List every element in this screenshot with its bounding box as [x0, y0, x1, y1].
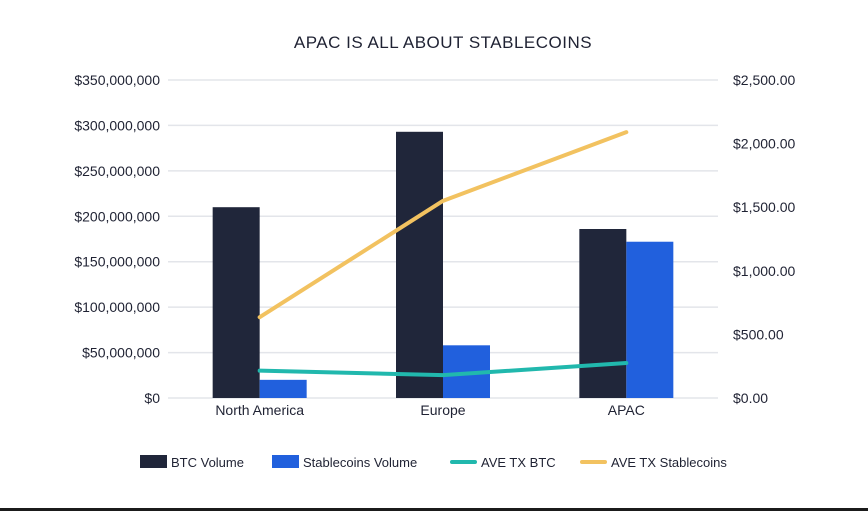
bar-btc-volume-apac	[579, 229, 627, 398]
x-axis-tick-label: APAC	[608, 402, 645, 418]
right-axis-tick-label: $1,000.00	[733, 263, 795, 279]
legend: BTC Volume Stablecoins Volume AVE TX BTC AV…	[140, 455, 727, 470]
left-axis-tick-label: $250,000,000	[74, 163, 160, 179]
left-axis-tick-label: $50,000,000	[82, 345, 160, 361]
legend-swatch-ave-tx-btc	[450, 460, 477, 464]
legend-swatch-btc-volume	[140, 455, 167, 468]
bars	[212, 131, 674, 398]
bar-btc-volume-north-america	[212, 207, 260, 398]
x-axis-tick-label: North America	[215, 402, 304, 418]
chart-title: APAC IS ALL ABOUT STABLECOINS	[294, 33, 592, 52]
legend-label-stablecoins-volume: Stablecoins Volume	[303, 455, 417, 470]
bar-stablecoins-volume-north-america	[259, 379, 307, 398]
line-ave-tx-btc	[257, 361, 629, 378]
legend-label-ave-tx-stablecoins: AVE TX Stablecoins	[611, 455, 727, 470]
right-axis-tick-label: $500.00	[733, 326, 784, 342]
right-axis-tick-label: $1,500.00	[733, 199, 795, 215]
left-axis-tick-label: $300,000,000	[74, 117, 160, 133]
lines	[257, 130, 629, 378]
left-axis-tick-labels: $0 $50,000,000 $100,000,000 $150,000,000 $20…	[74, 72, 160, 406]
left-axis-tick-label: $350,000,000	[74, 72, 160, 88]
left-axis-tick-label: $200,000,000	[74, 208, 160, 224]
left-axis-tick-label: $100,000,000	[74, 299, 160, 315]
bar-stablecoins-volume-apac	[626, 241, 674, 398]
line-ave-tx-stablecoins	[257, 130, 629, 320]
legend-label-btc-volume: BTC Volume	[171, 455, 244, 470]
right-axis-tick-label: $2,500.00	[733, 72, 795, 88]
right-axis-tick-label: $0.00	[733, 390, 768, 406]
bottom-border	[0, 508, 868, 511]
legend-swatch-stablecoins-volume	[272, 455, 299, 468]
legend-swatch-ave-tx-stablecoins	[580, 460, 607, 464]
left-axis-tick-label: $0	[144, 390, 160, 406]
left-axis-tick-label: $150,000,000	[74, 254, 160, 270]
x-axis-tick-labels: North America Europe APAC	[215, 402, 645, 418]
right-axis-tick-label: $2,000.00	[733, 136, 795, 152]
legend-label-ave-tx-btc: AVE TX BTC	[481, 455, 556, 470]
right-axis-tick-labels: $0.00 $500.00 $1,000.00 $1,500.00 $2,000.00 $…	[733, 72, 795, 406]
x-axis-tick-label: Europe	[420, 402, 465, 418]
bar-btc-volume-europe	[396, 131, 443, 398]
